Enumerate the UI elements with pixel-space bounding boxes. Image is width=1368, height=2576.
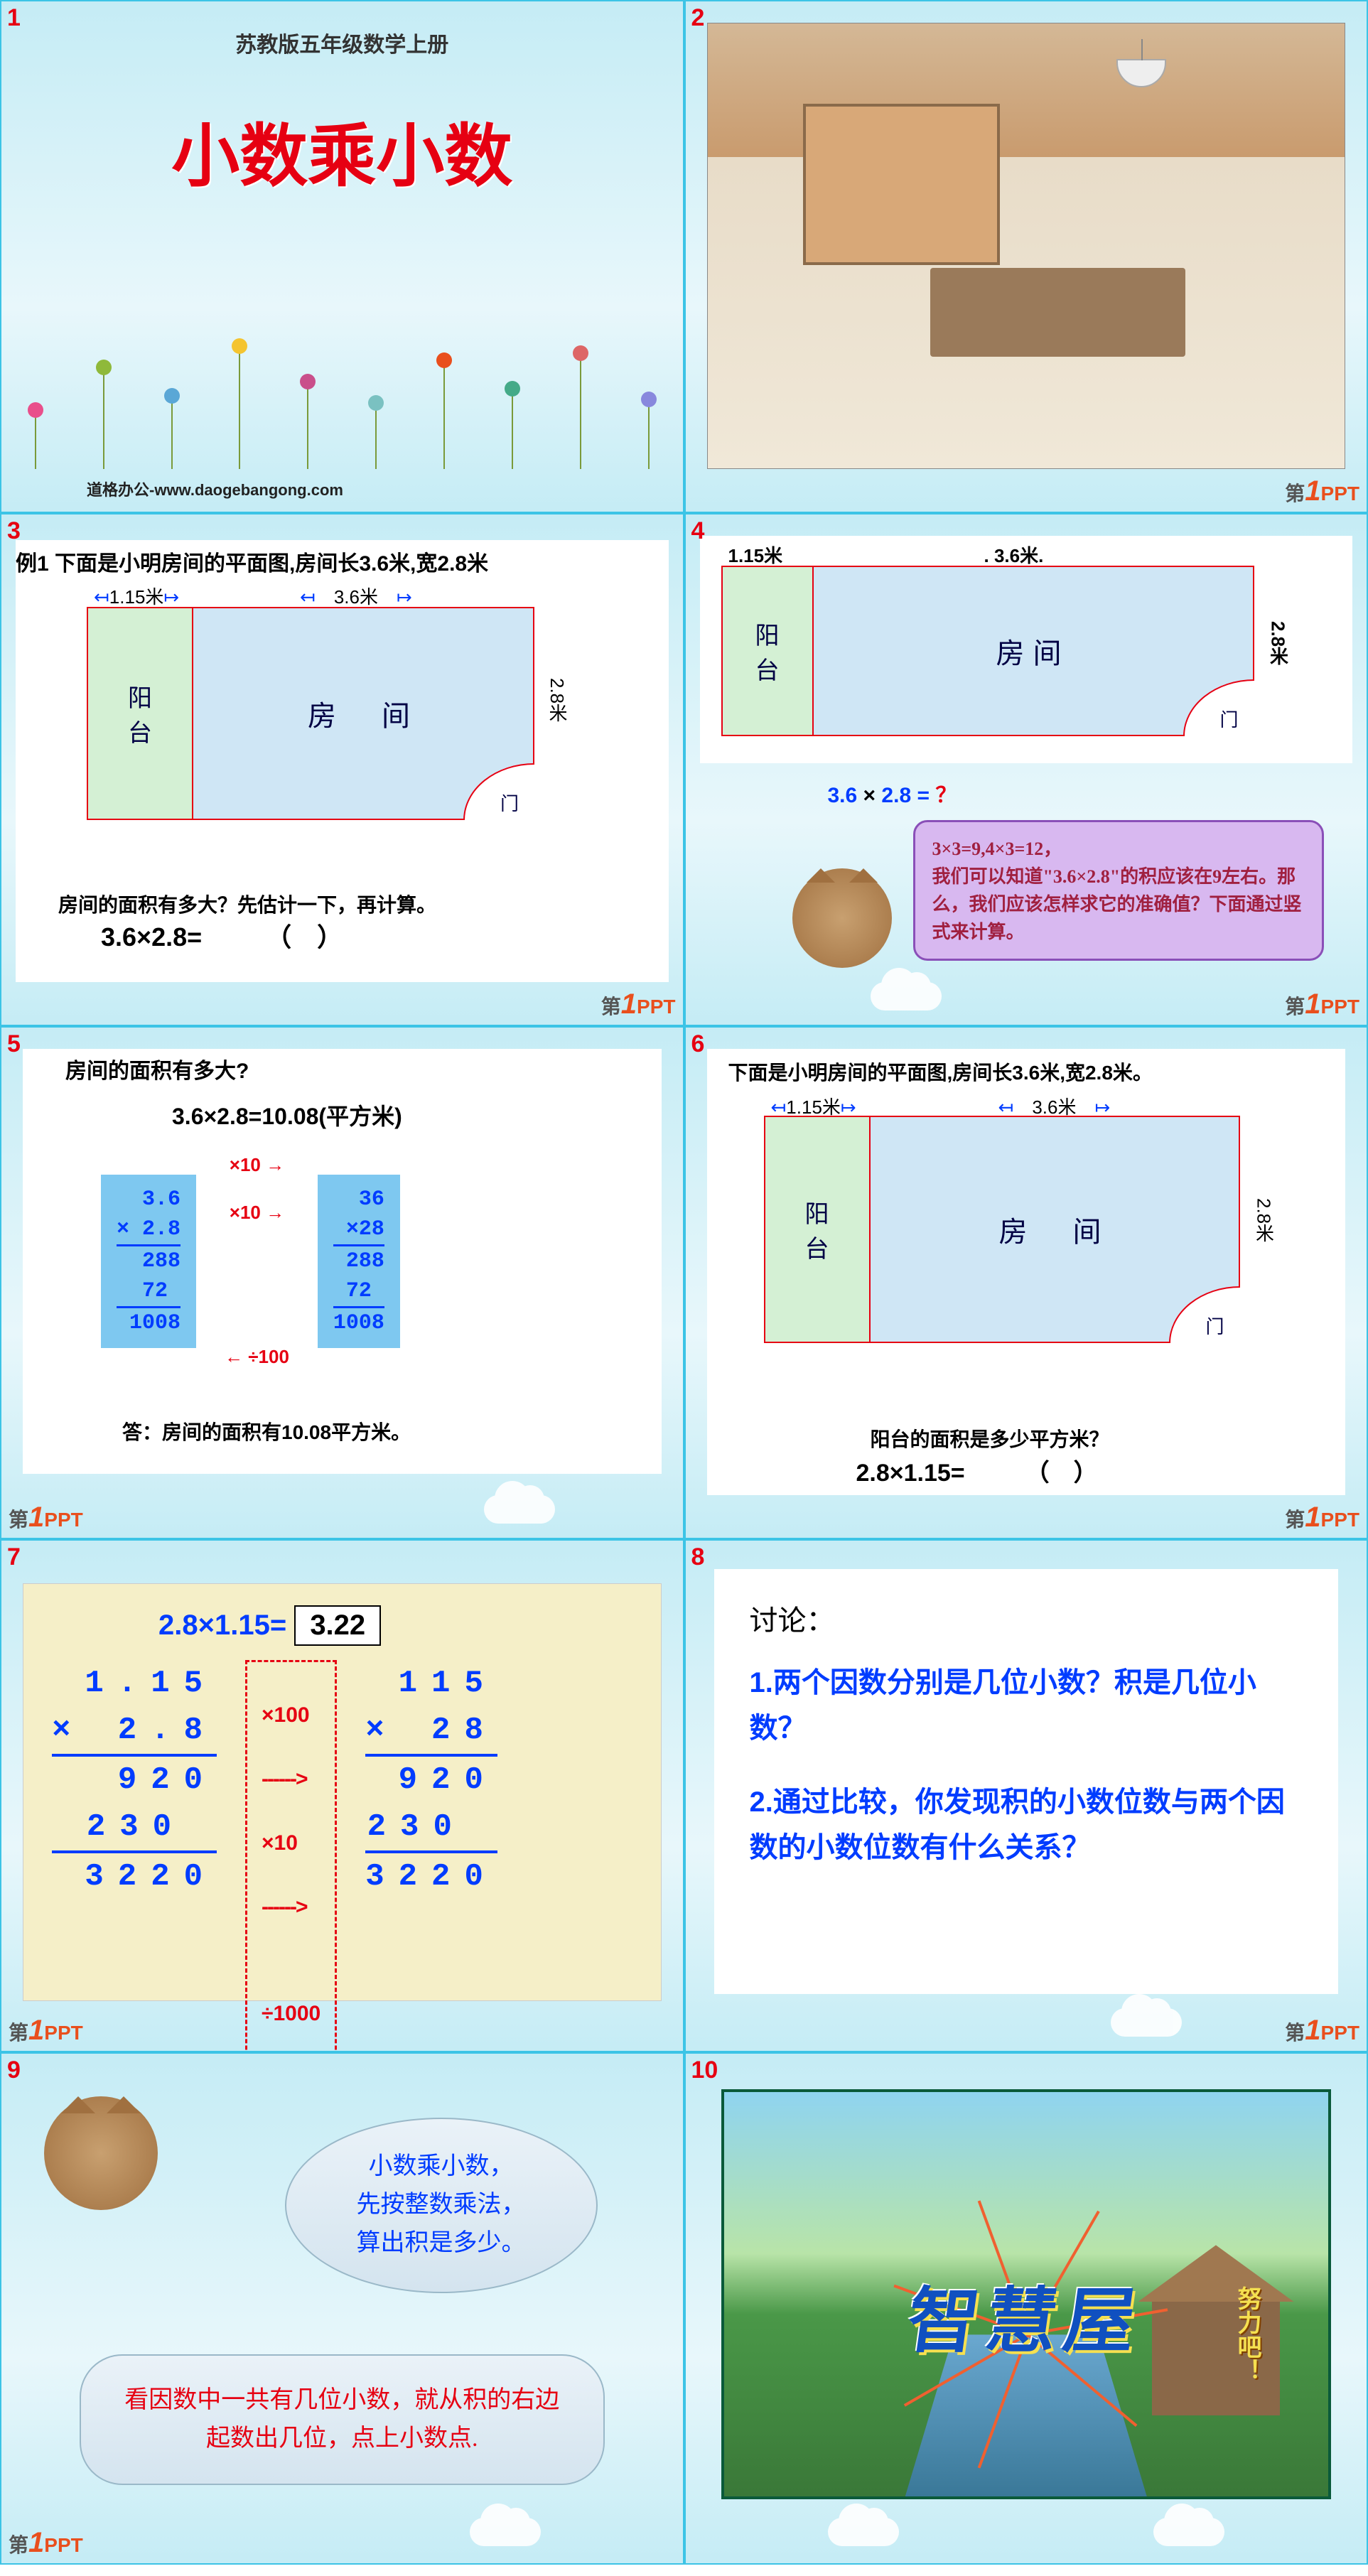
cloud-icon: [484, 1495, 555, 1524]
calc-right: 115 × 28 920 230 3220: [358, 1660, 505, 1900]
slide-5: 5 房间的面积有多大? 3.6×2.8=10.08(平方米) 3.6 × 2.8…: [0, 1026, 684, 1539]
slide-2: 2 第1PPT: [684, 0, 1368, 513]
lamp-icon: [1116, 59, 1166, 87]
floor-plan: 阳 台 房 间 门: [764, 1116, 1240, 1343]
equation: 3.6×2.8=10.08(平方米): [172, 1099, 402, 1131]
calc-left: 1.15 × 2.8 920 230 3220: [45, 1660, 224, 1900]
balcony-area: 阳 台: [764, 1116, 871, 1343]
slide-number: 8: [691, 1543, 705, 1571]
slide-number: 2: [691, 4, 705, 32]
slide-3: 3 例1 下面是小明房间的平面图,房间长3.6米,宽2.8米 ↤1.15米↦ ↤…: [0, 513, 684, 1026]
bubble-1: 小数乘小数， 先按整数乘法， 算出积是多少。: [285, 2118, 598, 2293]
slide1-subtitle: 苏教版五年级数学上册: [1, 27, 683, 58]
slide-number: 4: [691, 517, 705, 545]
floor-plan: 阳 台 房 间 门: [87, 607, 534, 820]
dim-room-h: 2.8米: [1251, 1198, 1278, 1242]
calculation: 1.15 × 2.8 920 230 3220 ×100------> ×10-…: [45, 1660, 640, 2052]
slide-10: 10 智慧屋 努力吧！: [684, 2052, 1368, 2565]
dim-room-h: 2.8米: [1266, 621, 1292, 665]
slide-number: 3: [7, 517, 21, 545]
dim-balcony-w: ↤1.15米↦: [94, 583, 179, 609]
slide-4: 4 1.15米 . 3.6米. 阳 台 房间 门 2.8米 3.6 × 2.8 …: [684, 513, 1368, 1026]
yellow-panel: 2.8×1.15= 3.22 1.15 × 2.8 920 230 3220 ×…: [23, 1583, 662, 2001]
slide-number: 1: [7, 4, 21, 32]
speech-bubble: 3×3=9,4×3=12， 我们可以知道"3.6×2.8"的积应该在9左右。那么…: [913, 820, 1325, 961]
equation: 2.8×1.15= 3.22: [158, 1605, 640, 1646]
discuss-head: 讨论：: [750, 1597, 1303, 1639]
ppt-logo: 第1PPT: [1285, 988, 1359, 1020]
slide-6: 6 下面是小明房间的平面图,房间长3.6米,宽2.8米。 ↤1.15米↦ ↤ 3…: [684, 1026, 1368, 1539]
cloud-icon: [1111, 2008, 1182, 2037]
cloud-icon: [828, 2518, 899, 2546]
slide-number: 9: [7, 2057, 21, 2084]
cloud-icon: [1153, 2518, 1224, 2546]
slide5-title: 房间的面积有多大?: [65, 1053, 249, 1084]
floor-plan: 阳 台 房间 门: [721, 566, 1254, 736]
scene: 智慧屋 努力吧！: [721, 2089, 1332, 2500]
wisdom-sub: 努力吧！: [1229, 2286, 1264, 2383]
slide-8: 8 讨论： 1.两个因数分别是几位小数？积是几位小数？ 2.通过比较，你发现积的…: [684, 1539, 1368, 2052]
calc-right: 36 ×28 288 72 1008: [318, 1175, 400, 1348]
question-1: 1.两个因数分别是几位小数？积是几位小数？: [750, 1660, 1303, 1751]
slide-number: 6: [691, 1030, 705, 1058]
ppt-logo: 第1PPT: [9, 1502, 83, 1534]
question-2: 2.通过比较，你发现积的小数位数与两个因数的小数位数有什么关系？: [750, 1779, 1303, 1870]
wisdom-title: 智慧屋: [902, 2263, 1151, 2366]
ppt-logo: 第1PPT: [1285, 2015, 1359, 2047]
slide1-url: 道格办公-www.daogebangong.com: [87, 478, 343, 500]
cat-mascot: [792, 868, 892, 968]
question: 阳台的面积是多少平方米？: [871, 1424, 1109, 1453]
room-area: 房 间 门: [871, 1116, 1240, 1343]
answer: 答：房间的面积有10.08平方米。: [122, 1417, 411, 1445]
balcony-area: 阳 台: [87, 607, 193, 820]
flowers-decoration: [1, 313, 683, 469]
door: 门: [1169, 1286, 1240, 1343]
cat-mascot: [44, 2096, 158, 2210]
calculation: 3.6 × 2.8 288 72 1008 ×10 → ×10 → ← ÷100…: [101, 1141, 400, 1381]
ppt-logo: 第1PPT: [601, 988, 676, 1020]
calc-left: 3.6 × 2.8 288 72 1008: [101, 1175, 196, 1348]
ppt-logo: 第1PPT: [1285, 1502, 1359, 1534]
slide-7: 7 2.8×1.15= 3.22 1.15 × 2.8 920 230 3220…: [0, 1539, 684, 2052]
slide-9: 9 小数乘小数， 先按整数乘法， 算出积是多少。 看因数中一共有几位小数，就从积…: [0, 2052, 684, 2565]
white-panel: 讨论： 1.两个因数分别是几位小数？积是几位小数？ 2.通过比较，你发现积的小数…: [714, 1569, 1339, 1994]
calc-arrows: ×10 → ×10 → ← ÷100: [225, 1141, 289, 1381]
slide-number: 10: [691, 2057, 718, 2084]
example-text: 下面是小明房间的平面图,房间长3.6米,宽2.8米。: [728, 1057, 1353, 1086]
equation: 3.6 × 2.8 = ？: [828, 777, 957, 809]
cloud-icon: [470, 2518, 541, 2546]
door: 门: [1183, 679, 1254, 736]
question: 房间的面积有多大？先估计一下，再计算。: [58, 890, 436, 918]
dim-room-h: 2.8米: [544, 678, 571, 722]
room-area: 房间 门: [814, 566, 1254, 736]
door: 门: [463, 763, 534, 820]
room-photo: [707, 23, 1346, 469]
room-area: 房 间 门: [193, 607, 534, 820]
ppt-logo: 第1PPT: [9, 2527, 83, 2559]
dim-room-w: . 3.6米.: [984, 541, 1044, 568]
slide1-title: 小数乘小数: [1, 101, 683, 200]
table-icon: [930, 268, 1185, 357]
slide-number: 7: [7, 1543, 21, 1571]
balcony-area: 阳 台: [721, 566, 814, 736]
dim-balcony-w: 1.15米: [728, 541, 783, 568]
ppt-logo: 第1PPT: [1285, 475, 1359, 507]
equation: 3.6×2.8= （ ）: [101, 917, 343, 954]
cloud-icon: [871, 982, 942, 1011]
dim-room-w: ↤ 3.6米 ↦: [300, 583, 412, 609]
bubble-2: 看因数中一共有几位小数，就从积的右边起数出几位，点上小数点.: [80, 2354, 605, 2486]
slide-number: 5: [7, 1030, 21, 1058]
ppt-logo: 第1PPT: [9, 2015, 83, 2047]
calc-arrows: ×100------> ×10------> ÷1000<------: [245, 1660, 337, 2052]
example-text: 例1 下面是小明房间的平面图,房间长3.6米,宽2.8米: [16, 546, 669, 577]
equation: 2.8×1.15= （ ）: [856, 1453, 1098, 1488]
slide-1: 1 苏教版五年级数学上册 小数乘小数 道格办公-www.daogebangong…: [0, 0, 684, 513]
